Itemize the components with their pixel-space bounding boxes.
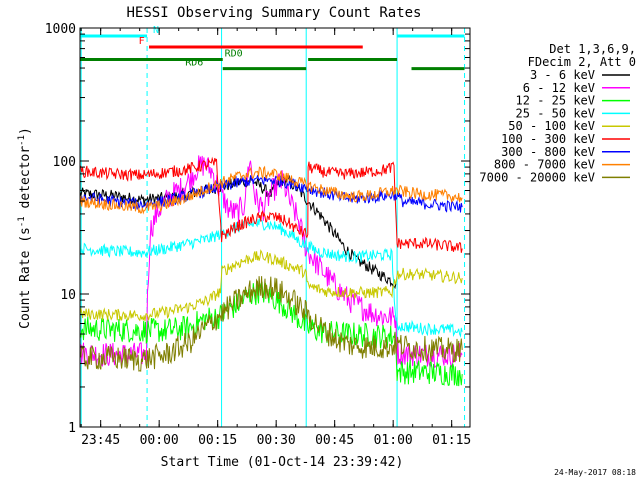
y-axis-label: Count Rate (s-1 detector-1) (17, 127, 33, 329)
y-axis-label-mid: detector (18, 146, 33, 217)
series-line-6 (79, 174, 463, 213)
legend-label-4: 50 - 100 keV (508, 119, 595, 133)
series-line-2 (79, 281, 463, 387)
x-tick-label-1: 00:00 (140, 433, 179, 448)
x-axis: 23:45 00:00 00:15 00:30 00:45 01:00 01:15 (80, 28, 471, 448)
x-axis-label: Start Time (01-Oct-14 23:39:42) (161, 455, 404, 470)
y-tick-label-3: 1000 (45, 22, 76, 37)
flag-bars: NF RD0 RD6 (80, 25, 465, 71)
x-tick-label-3: 00:30 (257, 433, 296, 448)
series-line-5 (79, 156, 463, 253)
legend-label-7: 800 - 7000 keV (494, 158, 595, 172)
plot-frame (79, 27, 471, 428)
series-line-7 (79, 165, 463, 215)
series-line-1 (79, 155, 463, 369)
y-tick-label-2: 100 (53, 155, 76, 170)
y-tick-label-0: 1 (68, 421, 76, 436)
y-tick-label-1: 10 (60, 288, 76, 303)
flag-label-2: RD0 (225, 48, 243, 59)
x-tick-label-6: 01:15 (432, 433, 471, 448)
legend-label-2: 12 - 25 keV (516, 94, 595, 108)
y-axis-label-end: ) (18, 127, 33, 135)
legend-label-5: 100 - 300 keV (501, 132, 595, 146)
x-tick-label-5: 01:00 (374, 433, 413, 448)
x-tick-label-2: 00:15 (198, 433, 237, 448)
legend-header-line-2: FDecim 2, Att 0 (528, 55, 636, 69)
y-axis-label-sup1: -1 (17, 216, 27, 227)
legend: Det 1,3,6,9, FDecim 2, Att 0 3 - 6 keV6 … (479, 42, 636, 184)
x-tick-label-0: 23:45 (81, 433, 120, 448)
y-axis-label-main: Count Rate (s (18, 227, 33, 329)
chart-title: HESSI Observing Summary Count Rates (126, 5, 421, 21)
flag-label-1: F (139, 36, 145, 47)
legend-label-6: 300 - 800 keV (501, 145, 595, 159)
series-line-4 (79, 249, 463, 322)
series-line-8 (79, 276, 463, 372)
y-axis-label-sup2: -1 (17, 135, 27, 146)
series-lines (79, 155, 463, 387)
legend-label-3: 25 - 50 keV (516, 106, 595, 120)
flag-label-3: RD6 (185, 58, 203, 69)
legend-header-line-1: Det 1,3,6,9, (549, 42, 636, 56)
x-tick-label-4: 00:45 (315, 433, 354, 448)
series-line-3 (79, 217, 463, 338)
legend-label-1: 6 - 12 keV (523, 81, 595, 95)
footer-date: 24-May-2017 08:18 (554, 468, 636, 477)
flag-label-0: N (153, 25, 159, 36)
legend-label-8: 7000 - 20000 keV (479, 170, 595, 184)
y-axis: 1 10 100 1000 (45, 22, 470, 436)
legend-label-0: 3 - 6 keV (530, 68, 595, 82)
